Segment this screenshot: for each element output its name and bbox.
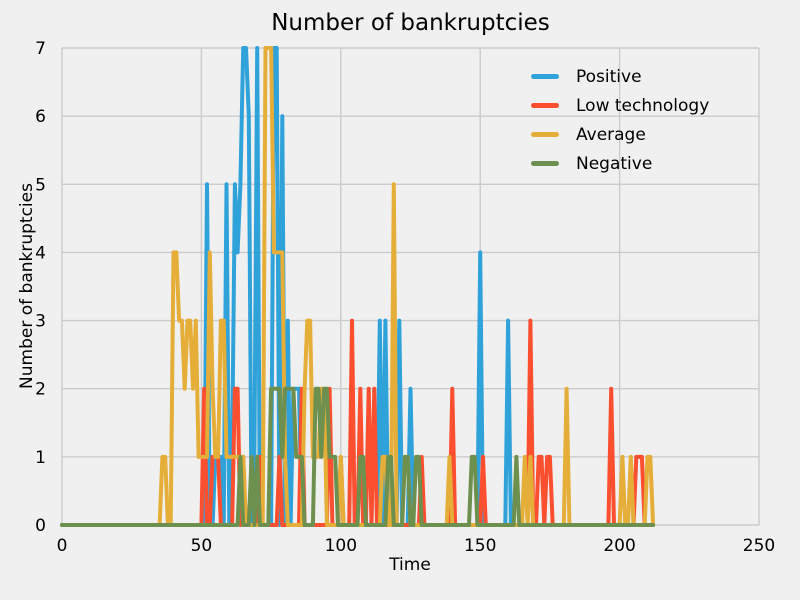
y-tick-label: 7 xyxy=(35,39,46,59)
legend-label: Negative xyxy=(576,153,653,174)
chart-title: Number of bankruptcies xyxy=(271,10,550,36)
legend-item: Low technology xyxy=(531,91,709,120)
y-tick-label: 6 xyxy=(35,107,46,127)
series-line-negative xyxy=(60,386,656,527)
y-tick-label: 3 xyxy=(35,312,46,332)
x-tick-label: 100 xyxy=(325,536,357,556)
x-tick-label: 250 xyxy=(743,536,775,556)
tick-labels: 0 50 100 150 200 250 0 1 2 3 4 5 6 7 xyxy=(35,39,775,556)
legend-swatch-icon xyxy=(531,161,559,166)
gridlines xyxy=(61,47,760,526)
x-axis-label: Time xyxy=(389,555,431,575)
legend-item: Negative xyxy=(531,149,709,178)
x-tick-label: 0 xyxy=(57,536,68,556)
x-tick-label: 200 xyxy=(603,536,635,556)
y-tick-label: 1 xyxy=(35,448,46,468)
y-tick-label: 5 xyxy=(35,175,46,195)
legend: Positive Low technology Average Negative xyxy=(531,62,709,178)
y-tick-label: 4 xyxy=(35,243,46,263)
legend-label: Positive xyxy=(576,66,642,87)
legend-item: Average xyxy=(531,120,709,149)
legend-swatch-icon xyxy=(531,132,559,137)
legend-swatch-icon xyxy=(531,74,559,79)
y-tick-label: 0 xyxy=(35,516,46,536)
y-tick-label: 2 xyxy=(35,380,46,400)
legend-swatch-icon xyxy=(531,103,559,108)
y-axis-label: Number of bankruptcies xyxy=(17,183,37,389)
legend-label: Average xyxy=(576,124,646,145)
legend-label: Low technology xyxy=(576,95,710,116)
legend-item: Positive xyxy=(531,62,709,91)
x-tick-label: 50 xyxy=(191,536,213,556)
x-tick-label: 150 xyxy=(464,536,496,556)
